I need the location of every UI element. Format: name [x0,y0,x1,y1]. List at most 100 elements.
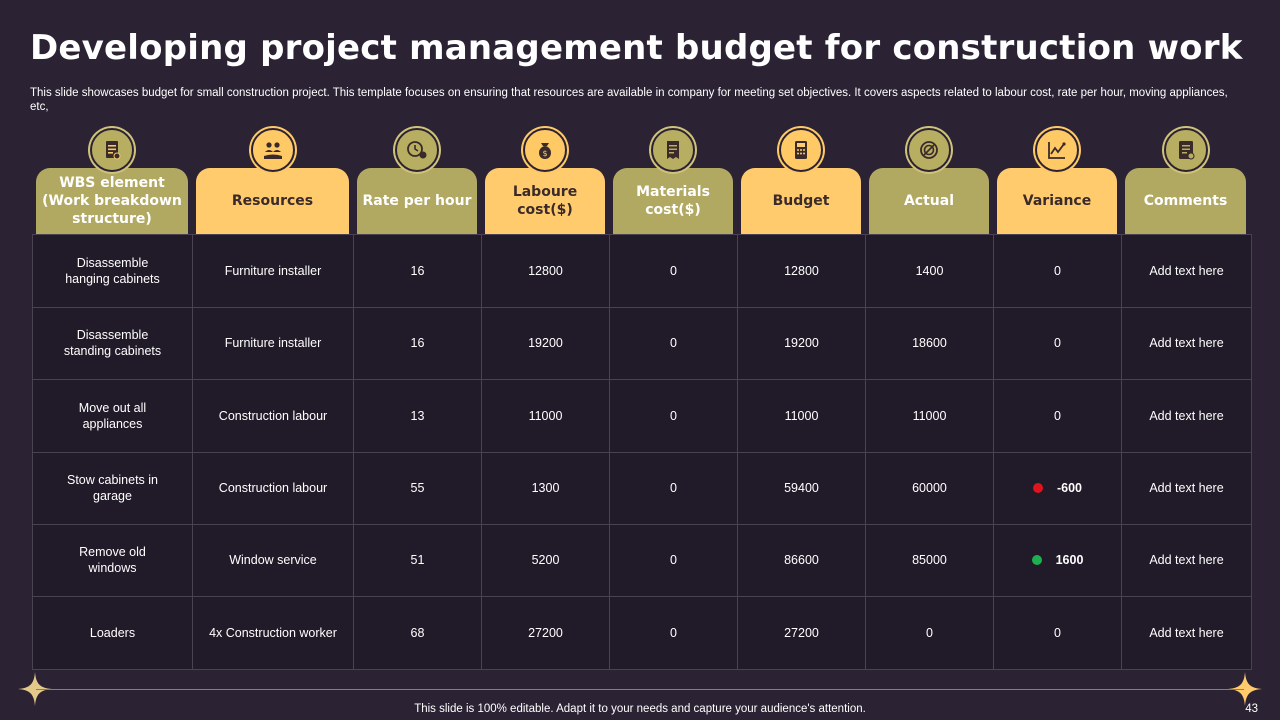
column-header-label: Comments [1125,168,1246,234]
table-row: Remove old windows Window service 51 5200 0 8… [33,524,1251,598]
table-row: Move out all appliances Construction labo… [33,379,1251,453]
column-header-label: Actual [869,168,989,234]
column-header-label: Budget [741,168,861,234]
comments-cell-text: Add text here [1149,625,1224,640]
labour-cost-cell-text: 19200 [528,336,563,351]
wbs-cell: Disassemble standing cabinets [33,307,193,380]
page-number: 43 [1245,703,1258,715]
column-header: Actual [865,128,993,234]
rate-cell: 55 [354,451,482,524]
column-header-label: Resources [196,168,349,234]
column-header-label: Rate per hour [357,168,477,234]
comments-cell-text: Add text here [1149,553,1224,568]
comments-cell-text: Add text here [1149,480,1224,495]
budget-cell-text: 11000 [784,408,819,423]
status-dot-icon [1032,482,1043,493]
column-header: Rate per hour [353,128,481,234]
footer-note: This slide is 100% editable. Adapt it to… [414,703,866,715]
money-bag-icon: $ [523,128,567,172]
comments-cell: Add text here [1122,597,1251,669]
checklist-icon [1163,128,1208,172]
wbs-cell: Disassemble hanging cabinets [33,235,193,307]
table-row: Stow cabinets in garage Construction labo… [33,451,1251,525]
svg-text:$: $ [542,149,547,158]
variance-value: -600 [1056,480,1083,495]
materials-cost-cell: 0 [610,596,738,669]
column-header-label: WBS element (Work breakdown structure) [36,168,188,234]
wbs-cell: Loaders [33,596,193,669]
target-icon [907,128,951,172]
wbs-cell-text: Move out all appliances [78,400,147,431]
budget-cell-text: 86600 [784,553,819,568]
materials-cost-cell-text: 0 [670,480,677,495]
materials-cost-cell: 0 [610,379,738,452]
variance-cell: 0 [994,596,1122,669]
materials-cost-cell: 0 [610,307,738,380]
budget-cell: 27200 [738,596,866,669]
column-header: Materials cost($) [609,128,737,234]
wbs-cell-text: Stow cabinets in garage [66,472,159,503]
comments-cell: Add text here [1122,524,1251,596]
budget-table: Disassemble hanging cabinets Furniture in… [32,234,1252,670]
labour-cost-cell: 19200 [482,307,610,380]
rate-cell: 68 [354,596,482,669]
materials-cost-cell-text: 0 [670,553,677,568]
wbs-cell-text: Disassemble standing cabinets [63,328,162,359]
calculator-icon [779,128,823,172]
rate-cell-text: 16 [410,336,425,351]
rate-cell: 16 [354,235,482,307]
slide-title: Developing project management budget for… [30,28,1243,68]
variance-cell: 0 [994,379,1122,452]
column-header: $ Laboure cost($) [481,128,609,234]
labour-cost-cell-text: 1300 [531,480,560,495]
materials-cost-cell-text: 0 [670,625,677,640]
materials-cost-cell: 0 [610,524,738,597]
labour-cost-cell: 11000 [482,379,610,452]
labour-cost-cell: 27200 [482,596,610,669]
actual-cell: 11000 [866,379,994,452]
clock-coin-icon [395,128,439,172]
variance-cell-text: 0 [1054,336,1061,351]
comments-cell: Add text here [1122,307,1251,379]
column-header-label: Laboure cost($) [485,168,605,234]
document-icon [90,128,134,172]
labour-cost-cell: 5200 [482,524,610,597]
rate-cell-text: 68 [410,625,425,640]
wbs-cell-text: Remove old windows [79,545,146,576]
rate-cell: 51 [354,524,482,597]
budget-cell-text: 27200 [784,625,819,640]
actual-cell-text: 60000 [912,480,947,495]
comments-cell-text: Add text here [1149,264,1224,278]
chart-icon [1035,128,1079,172]
wbs-cell-text: Disassemble hanging cabinets [65,256,160,286]
budget-cell: 86600 [738,524,866,597]
rate-cell-text: 13 [410,408,425,423]
wbs-cell-text: Loaders [89,625,136,640]
rate-cell: 13 [354,379,482,452]
wbs-cell: Move out all appliances [33,379,193,452]
budget-cell: 59400 [738,451,866,524]
materials-cost-cell-text: 0 [670,336,677,351]
budget-cell-text: 59400 [784,480,819,495]
variance-cell: 1600 [994,524,1122,597]
actual-cell: 0 [866,596,994,669]
labour-cost-cell: 12800 [482,235,610,307]
actual-cell-text: 1400 [915,264,944,278]
column-header-label: Materials cost($) [613,168,733,234]
table-row: Disassemble hanging cabinets Furniture in… [33,235,1251,308]
variance-cell-text: 0 [1054,264,1061,278]
variance-cell: 0 [994,235,1122,307]
actual-cell: 1400 [866,235,994,307]
rate-cell-text: 51 [410,553,425,568]
labour-cost-cell-text: 12800 [528,264,563,278]
actual-cell: 60000 [866,451,994,524]
actual-cell-text: 0 [926,625,933,640]
variance-cell-text: 0 [1054,625,1061,640]
sparkle-star-icon [1228,672,1262,706]
column-header-label: Variance [997,168,1117,234]
actual-cell-text: 85000 [912,553,947,568]
resources-cell-text: Construction labour [218,480,328,495]
rate-cell: 16 [354,307,482,380]
rate-cell-text: 55 [410,480,425,495]
resources-cell: Construction labour [193,451,354,524]
